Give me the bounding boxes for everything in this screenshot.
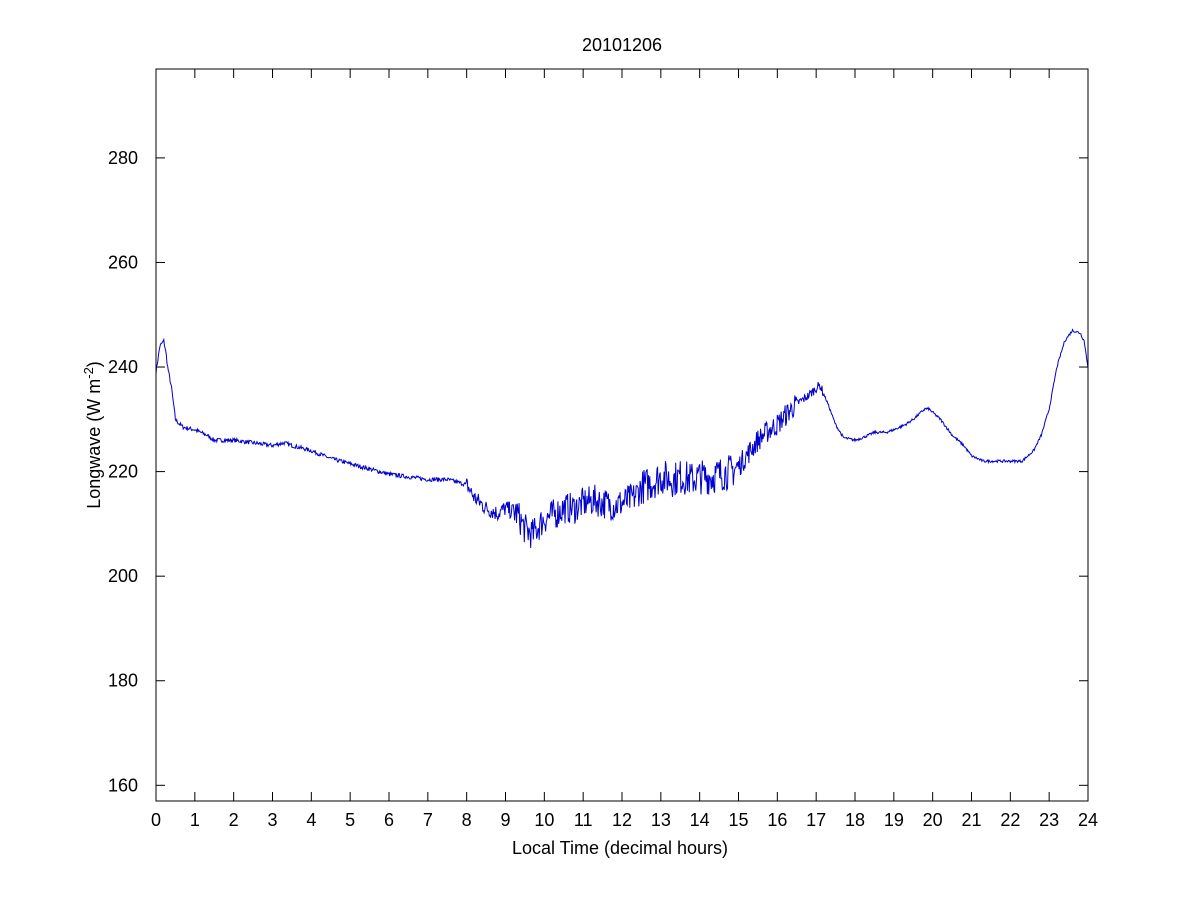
x-tick-label-23: 23 [1039,810,1059,830]
x-tick-label-20: 20 [923,810,943,830]
y-tick-label-0: 160 [108,775,138,795]
x-tick-label-9: 9 [500,810,510,830]
x-tick-label-8: 8 [462,810,472,830]
x-tick-label-0: 0 [151,810,161,830]
y-axis-label-superscript: -2 [81,367,96,379]
y-axis-label-suffix: ) [84,361,104,367]
x-tick-label-11: 11 [574,810,593,830]
y-axis-label-main: Longwave (W m [84,379,104,509]
y-tick-label-2: 200 [108,566,138,586]
x-tick-label-3: 3 [267,810,277,830]
tick-marks [155,69,1089,801]
y-tick-label-5: 260 [108,252,138,272]
x-tick-label-5: 5 [345,810,355,830]
x-tick-label-18: 18 [845,810,865,830]
x-tick-label-14: 14 [690,810,710,830]
x-tick-label-12: 12 [612,810,632,830]
plot-area [156,69,1088,801]
x-tick-labels: 0 1 2 3 4 5 6 7 8 9 10 11 12 13 14 15 16 17 18 19 20 21 22 23 24 [151,810,1098,830]
y-axis-label: Longwave (W m-2) [81,361,104,509]
x-tick-label-7: 7 [423,810,433,830]
x-tick-label-1: 1 [190,810,200,830]
x-axis-label: Local Time (decimal hours) [512,838,728,858]
y-tick-labels: 160 180 200 220 240 260 280 [108,148,138,795]
x-tick-label-17: 17 [806,810,826,830]
x-tick-label-19: 19 [884,810,904,830]
x-tick-label-22: 22 [1000,810,1020,830]
y-tick-label-6: 280 [108,148,138,168]
chart-title: 20101206 [582,35,662,55]
x-tick-label-13: 13 [651,810,671,830]
x-tick-label-21: 21 [961,810,981,830]
x-tick-label-2: 2 [229,810,239,830]
x-tick-label-24: 24 [1078,810,1098,830]
x-tick-label-4: 4 [306,810,316,830]
x-tick-label-10: 10 [534,810,554,830]
x-tick-label-15: 15 [728,810,748,830]
y-tick-label-4: 240 [108,357,138,377]
plot-frame [155,68,1089,802]
y-tick-label-3: 220 [108,462,138,482]
x-tick-label-16: 16 [767,810,787,830]
y-tick-label-1: 180 [108,671,138,691]
x-tick-label-6: 6 [384,810,394,830]
longwave-series-line [155,328,1089,549]
